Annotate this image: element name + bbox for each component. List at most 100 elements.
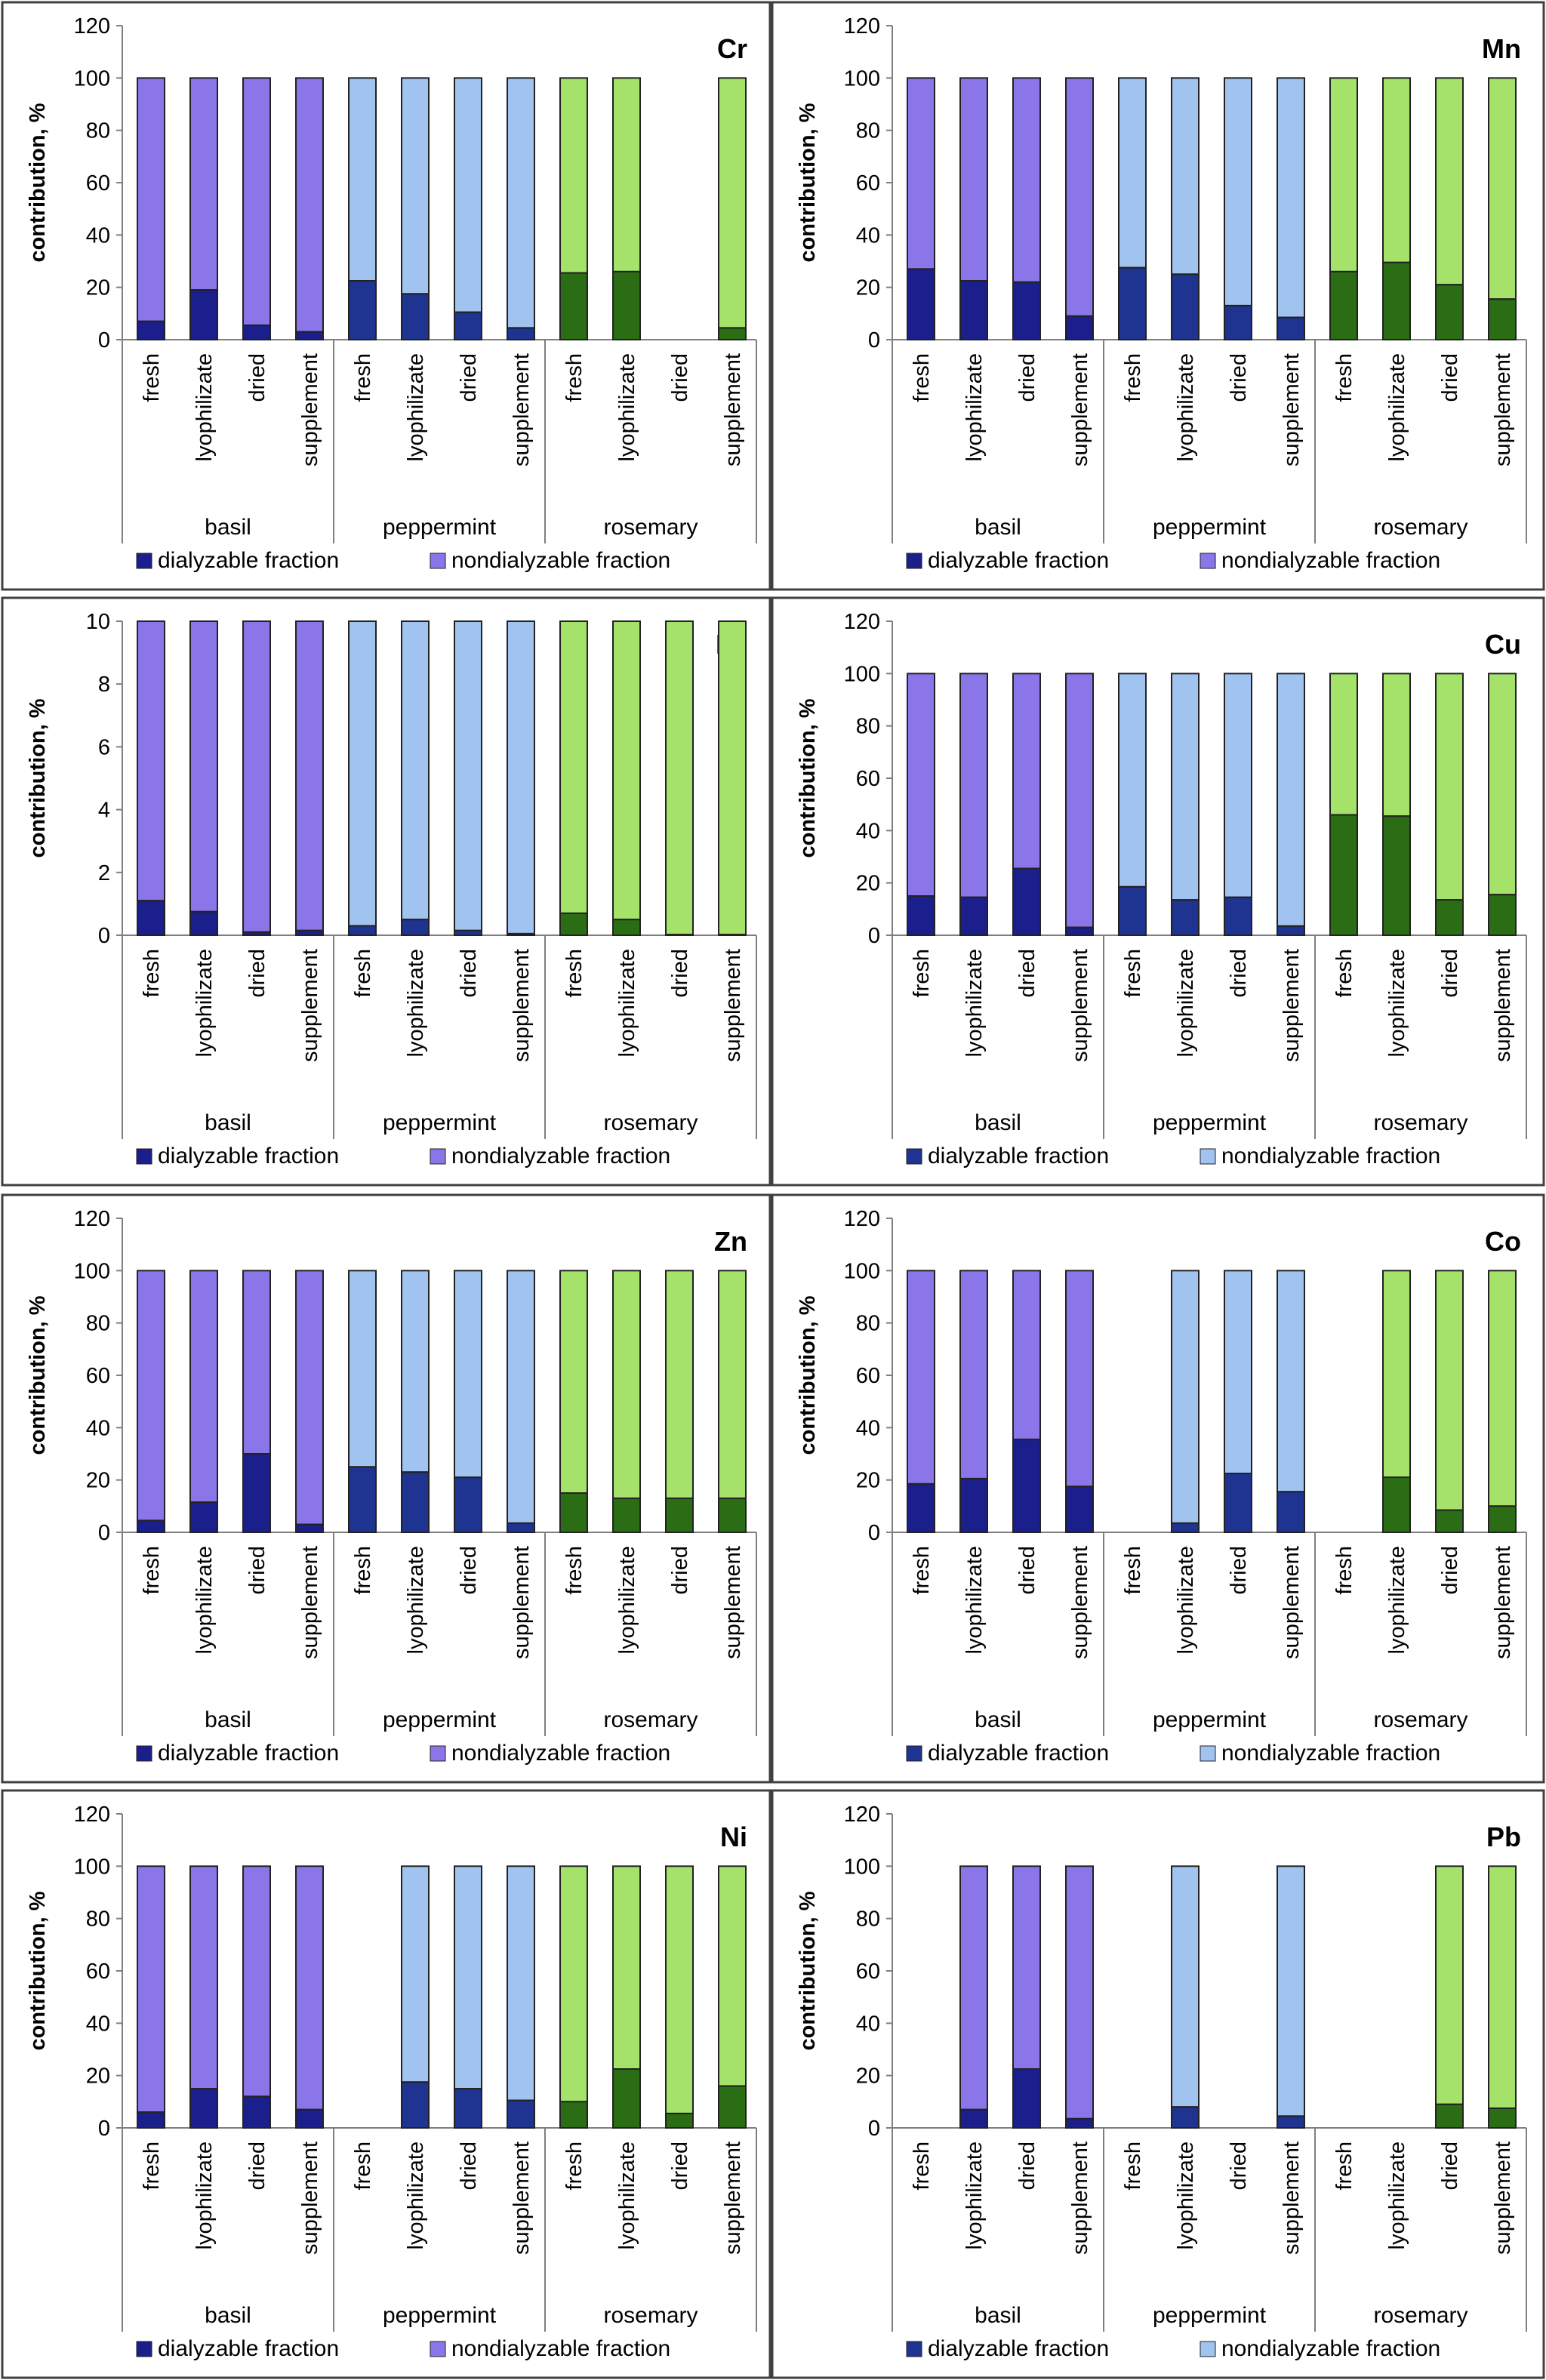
bar-dialyzable-peppermint-supplement [507,327,535,340]
legend-swatch-nondialyzable [430,1148,446,1165]
bar-nondialyzable-basil-supplement [295,77,324,333]
category-label-supplement: supplement [1491,949,1515,1062]
bar-nondialyzable-basil-dried [1012,1270,1041,1440]
category-label-supplement: supplement [1491,1546,1515,1659]
category-label-supplement: supplement [721,2141,745,2255]
bar-nondialyzable-rosemary-fresh [559,77,588,274]
y-tick-label: 60 [856,171,880,196]
y-tick-label: 40 [86,223,110,248]
category-label-lyophilizate: lyophilizate [1174,949,1198,1057]
y-tick-label: 20 [856,276,880,300]
bar-dialyzable-peppermint-lyophilizate [1171,1522,1200,1534]
category-label-supplement: supplement [510,949,534,1062]
category-label-fresh: fresh [562,353,587,402]
bar-dialyzable-basil-supplement [295,1523,324,1534]
group-label-peppermint: peppermint [383,515,497,540]
category-label-dried: dried [457,1546,481,1595]
bar-nondialyzable-peppermint-dried [454,1270,482,1479]
y-tick-label: 80 [856,715,880,739]
category-label-fresh: fresh [351,949,375,997]
y-tick-label: 2 [98,861,110,885]
bar-dialyzable-rosemary-lyophilizate [612,1497,641,1533]
category-label-fresh: fresh [140,949,164,997]
bar-nondialyzable-rosemary-dried [1435,673,1464,901]
bar-dialyzable-basil-lyophilizate [189,1501,218,1533]
category-label-supplement: supplement [1491,2141,1515,2255]
category-label-fresh: fresh [562,949,587,997]
category-label-dried: dried [245,949,269,998]
category-label-lyophilizate: lyophilizate [1385,353,1409,461]
bar-dialyzable-basil-supplement [295,2108,324,2129]
bar-dialyzable-peppermint-supplement [507,932,535,937]
category-label-fresh: fresh [1121,1546,1145,1594]
category-label-fresh: fresh [140,2141,164,2190]
bar-nondialyzable-basil-fresh [907,673,935,897]
legend-swatch-dialyzable [136,2341,152,2357]
bar-dialyzable-rosemary-dried [1435,2103,1464,2129]
bar-dialyzable-rosemary-supplement [718,1497,747,1533]
group-label-rosemary: rosemary [1373,515,1467,540]
bar-dialyzable-peppermint-supplement [507,1522,535,1534]
bar-dialyzable-peppermint-supplement [1277,1491,1305,1533]
category-label-dried: dried [668,2141,692,2191]
y-tick-label: 20 [86,1469,110,1493]
bar-dialyzable-basil-supplement [1065,2117,1094,2129]
group-label-rosemary: rosemary [1373,2303,1467,2328]
bar-nondialyzable-basil-lyophilizate [959,77,988,282]
y-tick-label: 100 [844,66,880,91]
legend-label-dialyzable: dialyzable fraction [158,1144,339,1168]
group-label-rosemary: rosemary [603,1110,698,1135]
bar-nondialyzable-rosemary-supplement [718,620,747,936]
category-label-lyophilizate: lyophilizate [1174,353,1198,461]
y-tick-label: 80 [856,1907,880,1932]
category-label-supplement: supplement [510,353,534,466]
panel-frame [1,1789,771,2379]
bar-dialyzable-rosemary-supplement [718,2085,747,2129]
bar-dialyzable-rosemary-fresh [559,272,588,341]
bar-nondialyzable-basil-dried [242,620,271,933]
category-label-supplement: supplement [298,2141,322,2255]
panel-frame [771,596,1545,1187]
group-label-basil: basil [205,2303,251,2328]
y-tick-label: 100 [74,1259,110,1283]
y-tick-label: 40 [86,1416,110,1440]
bar-nondialyzable-rosemary-dried [665,620,694,936]
category-label-fresh: fresh [1121,353,1145,402]
group-label-basil: basil [205,1110,251,1135]
y-tick-label: 0 [98,1521,110,1545]
category-label-fresh: fresh [351,2141,375,2190]
bar-dialyzable-peppermint-supplement [1277,316,1305,340]
category-label-lyophilizate: lyophilizate [192,949,217,1057]
y-tick-label: 0 [98,924,110,948]
y-tick-label: 80 [86,1312,110,1336]
category-label-fresh: fresh [140,353,164,402]
category-label-lyophilizate: lyophilizate [962,949,987,1057]
y-tick-label: 4 [98,799,110,823]
category-label-supplement: supplement [1068,949,1092,1062]
bar-dialyzable-basil-lyophilizate [959,1477,988,1533]
bar-dialyzable-peppermint-dried [454,311,482,341]
category-label-dried: dried [457,353,481,402]
panel-cr: 0 20 40 60 80 100 120 contribution, % Cr fresh lyo… [1,1,771,591]
group-label-basil: basil [205,1707,251,1732]
bar-dialyzable-peppermint-fresh [348,1466,377,1534]
legend-swatch-dialyzable [136,553,152,569]
category-label-dried: dried [1015,949,1039,998]
y-tick-label: 0 [98,2117,110,2141]
category-label-dried: dried [245,2141,269,2191]
bar-dialyzable-rosemary-dried [665,1497,694,1533]
bar-dialyzable-rosemary-supplement [1488,1505,1517,1534]
y-tick-label: 80 [86,119,110,143]
bar-dialyzable-basil-dried [242,931,271,936]
legend-swatch-nondialyzable [1200,553,1216,569]
bar-dialyzable-rosemary-dried [1435,284,1464,341]
bar-nondialyzable-peppermint-dried [454,1865,482,2089]
y-tick-label: 100 [844,1855,880,1879]
bar-nondialyzable-rosemary-fresh [559,620,588,914]
bar-dialyzable-basil-fresh [137,1519,165,1533]
legend-swatch-nondialyzable [430,1745,446,1762]
bar-nondialyzable-rosemary-dried [665,1270,694,1499]
y-axis-title: contribution, % [796,103,820,262]
bar-dialyzable-basil-fresh [137,2111,165,2129]
category-label-dried: dried [245,1546,269,1595]
